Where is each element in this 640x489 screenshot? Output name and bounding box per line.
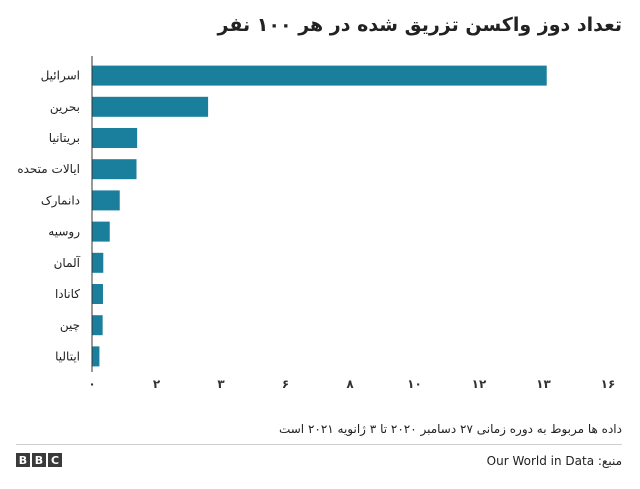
data-period-note: داده ها مربوط به دوره زمانی ۲۷ دسامبر ۲۰… bbox=[278, 422, 622, 436]
x-tick-label-1: ۲ bbox=[153, 377, 161, 391]
bar-0 bbox=[92, 65, 547, 86]
logo-letter-b1: B bbox=[16, 453, 30, 467]
bar-5 bbox=[92, 221, 110, 242]
category-label-8: چین bbox=[60, 318, 80, 333]
category-label-9: ایتالیا bbox=[55, 349, 80, 363]
x-axis-ticks: ۰ ۲ ۳ ۶ ۸ ۱۰ ۱۲ ۱۳ ۱۶ bbox=[88, 377, 615, 391]
category-label-5: روسیه bbox=[48, 225, 80, 240]
bar-4 bbox=[92, 190, 120, 211]
x-tick-label-6: ۱۲ bbox=[472, 377, 487, 391]
logo-letter-c: C bbox=[48, 453, 62, 467]
x-tick-label-3: ۶ bbox=[282, 377, 289, 391]
x-tick-label-0: ۰ bbox=[88, 377, 95, 391]
bar-3 bbox=[92, 159, 137, 180]
bar-chart: اسرائیل بحرین بریتانیا ایالات متحده دانمارک ر… bbox=[17, 56, 615, 391]
x-tick-label-4: ۸ bbox=[346, 377, 354, 391]
category-label-6: آلمان bbox=[54, 255, 81, 270]
category-label-1: بحرین bbox=[50, 100, 80, 115]
x-tick-label-7: ۱۳ bbox=[536, 377, 551, 391]
category-label-7: کانادا bbox=[55, 287, 80, 301]
bar-2 bbox=[92, 128, 138, 148]
bars-layer bbox=[92, 65, 547, 367]
chart-title: تعداد دوز واکسن تزریق شده در هر ۱۰۰ نفر bbox=[217, 14, 622, 36]
bar-8 bbox=[92, 315, 103, 336]
bar-7 bbox=[92, 284, 103, 304]
bar-1 bbox=[92, 96, 209, 117]
category-labels: اسرائیل بحرین بریتانیا ایالات متحده دانمارک ر… bbox=[17, 69, 80, 364]
footer-divider bbox=[16, 444, 622, 445]
bar-6 bbox=[92, 252, 104, 273]
x-tick-label-5: ۱۰ bbox=[407, 377, 422, 391]
x-tick-label-2: ۳ bbox=[217, 377, 225, 391]
category-label-3: ایالات متحده bbox=[17, 162, 80, 176]
source-credit: منبع: Our World in Data bbox=[486, 454, 622, 468]
category-label-0: اسرائیل bbox=[41, 69, 80, 84]
category-label-2: بریتانیا bbox=[49, 131, 80, 146]
x-tick-label-8: ۱۶ bbox=[601, 377, 616, 391]
category-label-4: دانمارک bbox=[41, 193, 80, 208]
logo-letter-b2: B bbox=[32, 453, 46, 467]
bbc-logo: B B C bbox=[16, 453, 62, 467]
bar-9 bbox=[92, 346, 100, 367]
